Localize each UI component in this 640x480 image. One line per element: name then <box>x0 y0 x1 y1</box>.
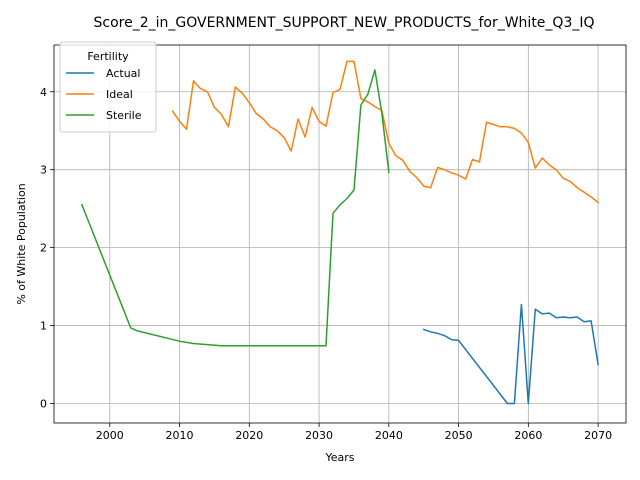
legend-title: Fertility <box>87 50 129 63</box>
x-tick-label: 2060 <box>514 429 542 442</box>
x-axis-label: Years <box>324 451 354 464</box>
legend: Fertility Actual Ideal Sterile <box>60 42 156 132</box>
x-tick-label: 2020 <box>235 429 263 442</box>
legend-label-actual: Actual <box>106 67 140 80</box>
x-tick-label: 2040 <box>375 429 403 442</box>
legend-label-sterile: Sterile <box>106 109 142 122</box>
series-line-ideal <box>173 61 598 202</box>
x-tick-label: 2010 <box>166 429 194 442</box>
x-tick-label: 2050 <box>445 429 473 442</box>
series-line-actual <box>424 305 598 404</box>
y-tick-label: 3 <box>40 164 47 177</box>
x-tick-label: 2000 <box>96 429 124 442</box>
y-tick-label: 2 <box>40 242 47 255</box>
y-tick-label: 1 <box>40 320 47 333</box>
x-tick-label: 2030 <box>305 429 333 442</box>
y-tick-label: 0 <box>40 398 47 411</box>
y-tick-label: 4 <box>40 86 47 99</box>
y-axis-label: % of White Population <box>15 183 28 304</box>
chart-title: Score_2_in_GOVERNMENT_SUPPORT_NEW_PRODUC… <box>94 15 595 31</box>
series-lines <box>82 61 598 403</box>
x-tick-label: 2070 <box>584 429 612 442</box>
legend-label-ideal: Ideal <box>106 88 133 101</box>
